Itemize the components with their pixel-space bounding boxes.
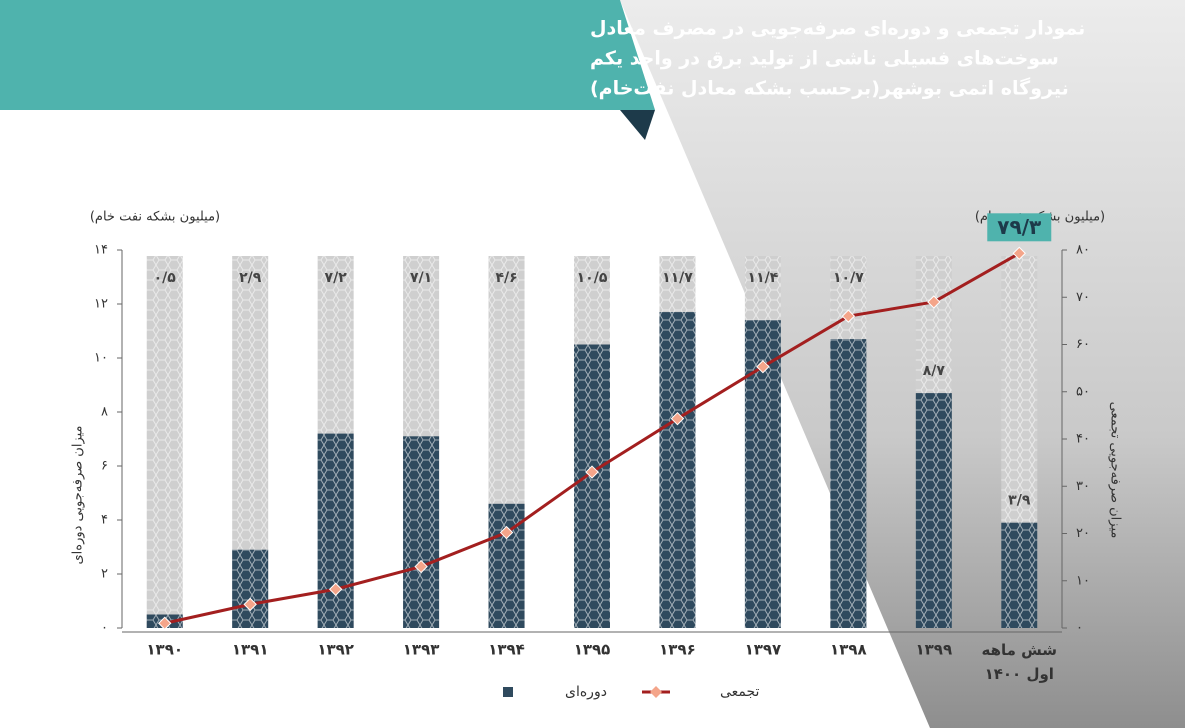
legend-label: تجمعی [720, 684, 760, 700]
bar-pattern [1001, 522, 1038, 628]
x-tick-label: ۱۳۹۶ [659, 641, 696, 659]
bar-pattern [232, 549, 269, 628]
y-tick-label: ۱۴ [94, 243, 108, 258]
x-tick-label: ۱۳۹۴ [488, 641, 525, 659]
value-label: ۷/۲ [325, 270, 348, 286]
marker [158, 616, 172, 630]
bar-pattern [915, 393, 952, 628]
y2-tick-label: ۴۰ [1076, 432, 1090, 447]
value-label: ۰/۵ [154, 270, 177, 286]
value-label-box [987, 213, 1052, 242]
y2-tick-label: ۰ [1076, 621, 1083, 636]
value-label: ۱۰/۵ [577, 270, 608, 286]
value-label: ۸/۷ [923, 363, 946, 379]
x-tick-label: ۱۳۹۷ [745, 641, 782, 659]
y-tick-label: ۱۲ [94, 297, 108, 312]
y-unit: (میلیون بشکه نفت خام) [90, 210, 220, 225]
background-photo [620, 0, 1185, 728]
legend-marker [650, 686, 662, 698]
x-tick-label: ۱۳۹۲ [317, 641, 354, 659]
marker [414, 559, 428, 574]
column-background-pattern [146, 256, 183, 628]
y2-tick-label: ۷۰ [1076, 290, 1090, 305]
title-line: سوخت‌های فسیلی ناشی از تولید برق در واحد… [590, 48, 1059, 70]
y2-tick-label: ۵۰ [1076, 384, 1090, 399]
bar-pattern [830, 339, 867, 628]
y2-title: میزان صرفه‌جویی تجمعی [1108, 402, 1123, 539]
legend-swatch [503, 687, 513, 697]
y-title: میزان صرفه‌جویی دوره‌ای [71, 425, 86, 564]
value-label: ۷۹/۳ [997, 215, 1041, 239]
y-tick-label: ۲ [101, 567, 108, 582]
y-tick-label: ۱۰ [94, 351, 108, 366]
value-label: ۱۱/۴ [748, 270, 779, 286]
marker [670, 411, 685, 426]
value-label: ۱۰/۷ [833, 270, 864, 286]
value-label: ۱۱/۷ [662, 270, 693, 286]
y2-tick-label: ۶۰ [1076, 337, 1090, 352]
bar-pattern [659, 312, 696, 628]
x-tick-label: ۱۳۹۵ [574, 641, 611, 659]
y2-tick-label: ۱۰ [1076, 573, 1090, 588]
marker [243, 597, 257, 612]
y2-tick-label: ۳۰ [1076, 479, 1090, 494]
y-tick-label: ۰ [101, 621, 108, 636]
title-line: نیروگاه اتمی بوشهر(برحسب بشکه معادل نفت‌… [590, 77, 1069, 100]
x-tick-label: ۱۳۹۹ [916, 641, 953, 659]
title-box [0, 0, 655, 110]
marker [328, 582, 343, 596]
y2-tick-label: ۸۰ [1076, 243, 1090, 258]
y-tick-label: ۸ [101, 405, 108, 420]
x-tick-label: شش ماهه اول ۱۴۰۰ [981, 641, 1057, 683]
value-label: ۲/۹ [239, 270, 262, 286]
x-tick-label: ۱۳۹۰ [146, 641, 183, 659]
value-label: ۴/۶ [495, 270, 517, 286]
marker [841, 309, 856, 323]
y-tick-label: ۶ [101, 459, 108, 474]
value-label: ۳/۹ [1008, 493, 1031, 509]
x-tick-label: ۱۳۹۱ [232, 641, 269, 659]
legend-label: دوره‌ای [565, 684, 607, 700]
marker [585, 465, 599, 479]
bar-pattern [317, 433, 354, 628]
title-line: نمودار تجمعی و دوره‌ای صرفه‌جویی در مصرف… [590, 18, 1085, 40]
marker [756, 360, 770, 374]
x-tick-label: ۱۳۹۳ [403, 641, 440, 659]
y-tick-label: ۴ [101, 513, 108, 528]
value-label: ۷/۱ [410, 270, 432, 286]
title-fold [620, 110, 655, 140]
marker [499, 525, 514, 540]
marker [1012, 246, 1026, 261]
marker [927, 295, 941, 309]
bar-pattern [574, 344, 610, 628]
x-tick-label: ۱۳۹۸ [830, 641, 867, 659]
y2-tick-label: ۲۰ [1076, 526, 1090, 541]
bar-pattern [403, 436, 440, 628]
